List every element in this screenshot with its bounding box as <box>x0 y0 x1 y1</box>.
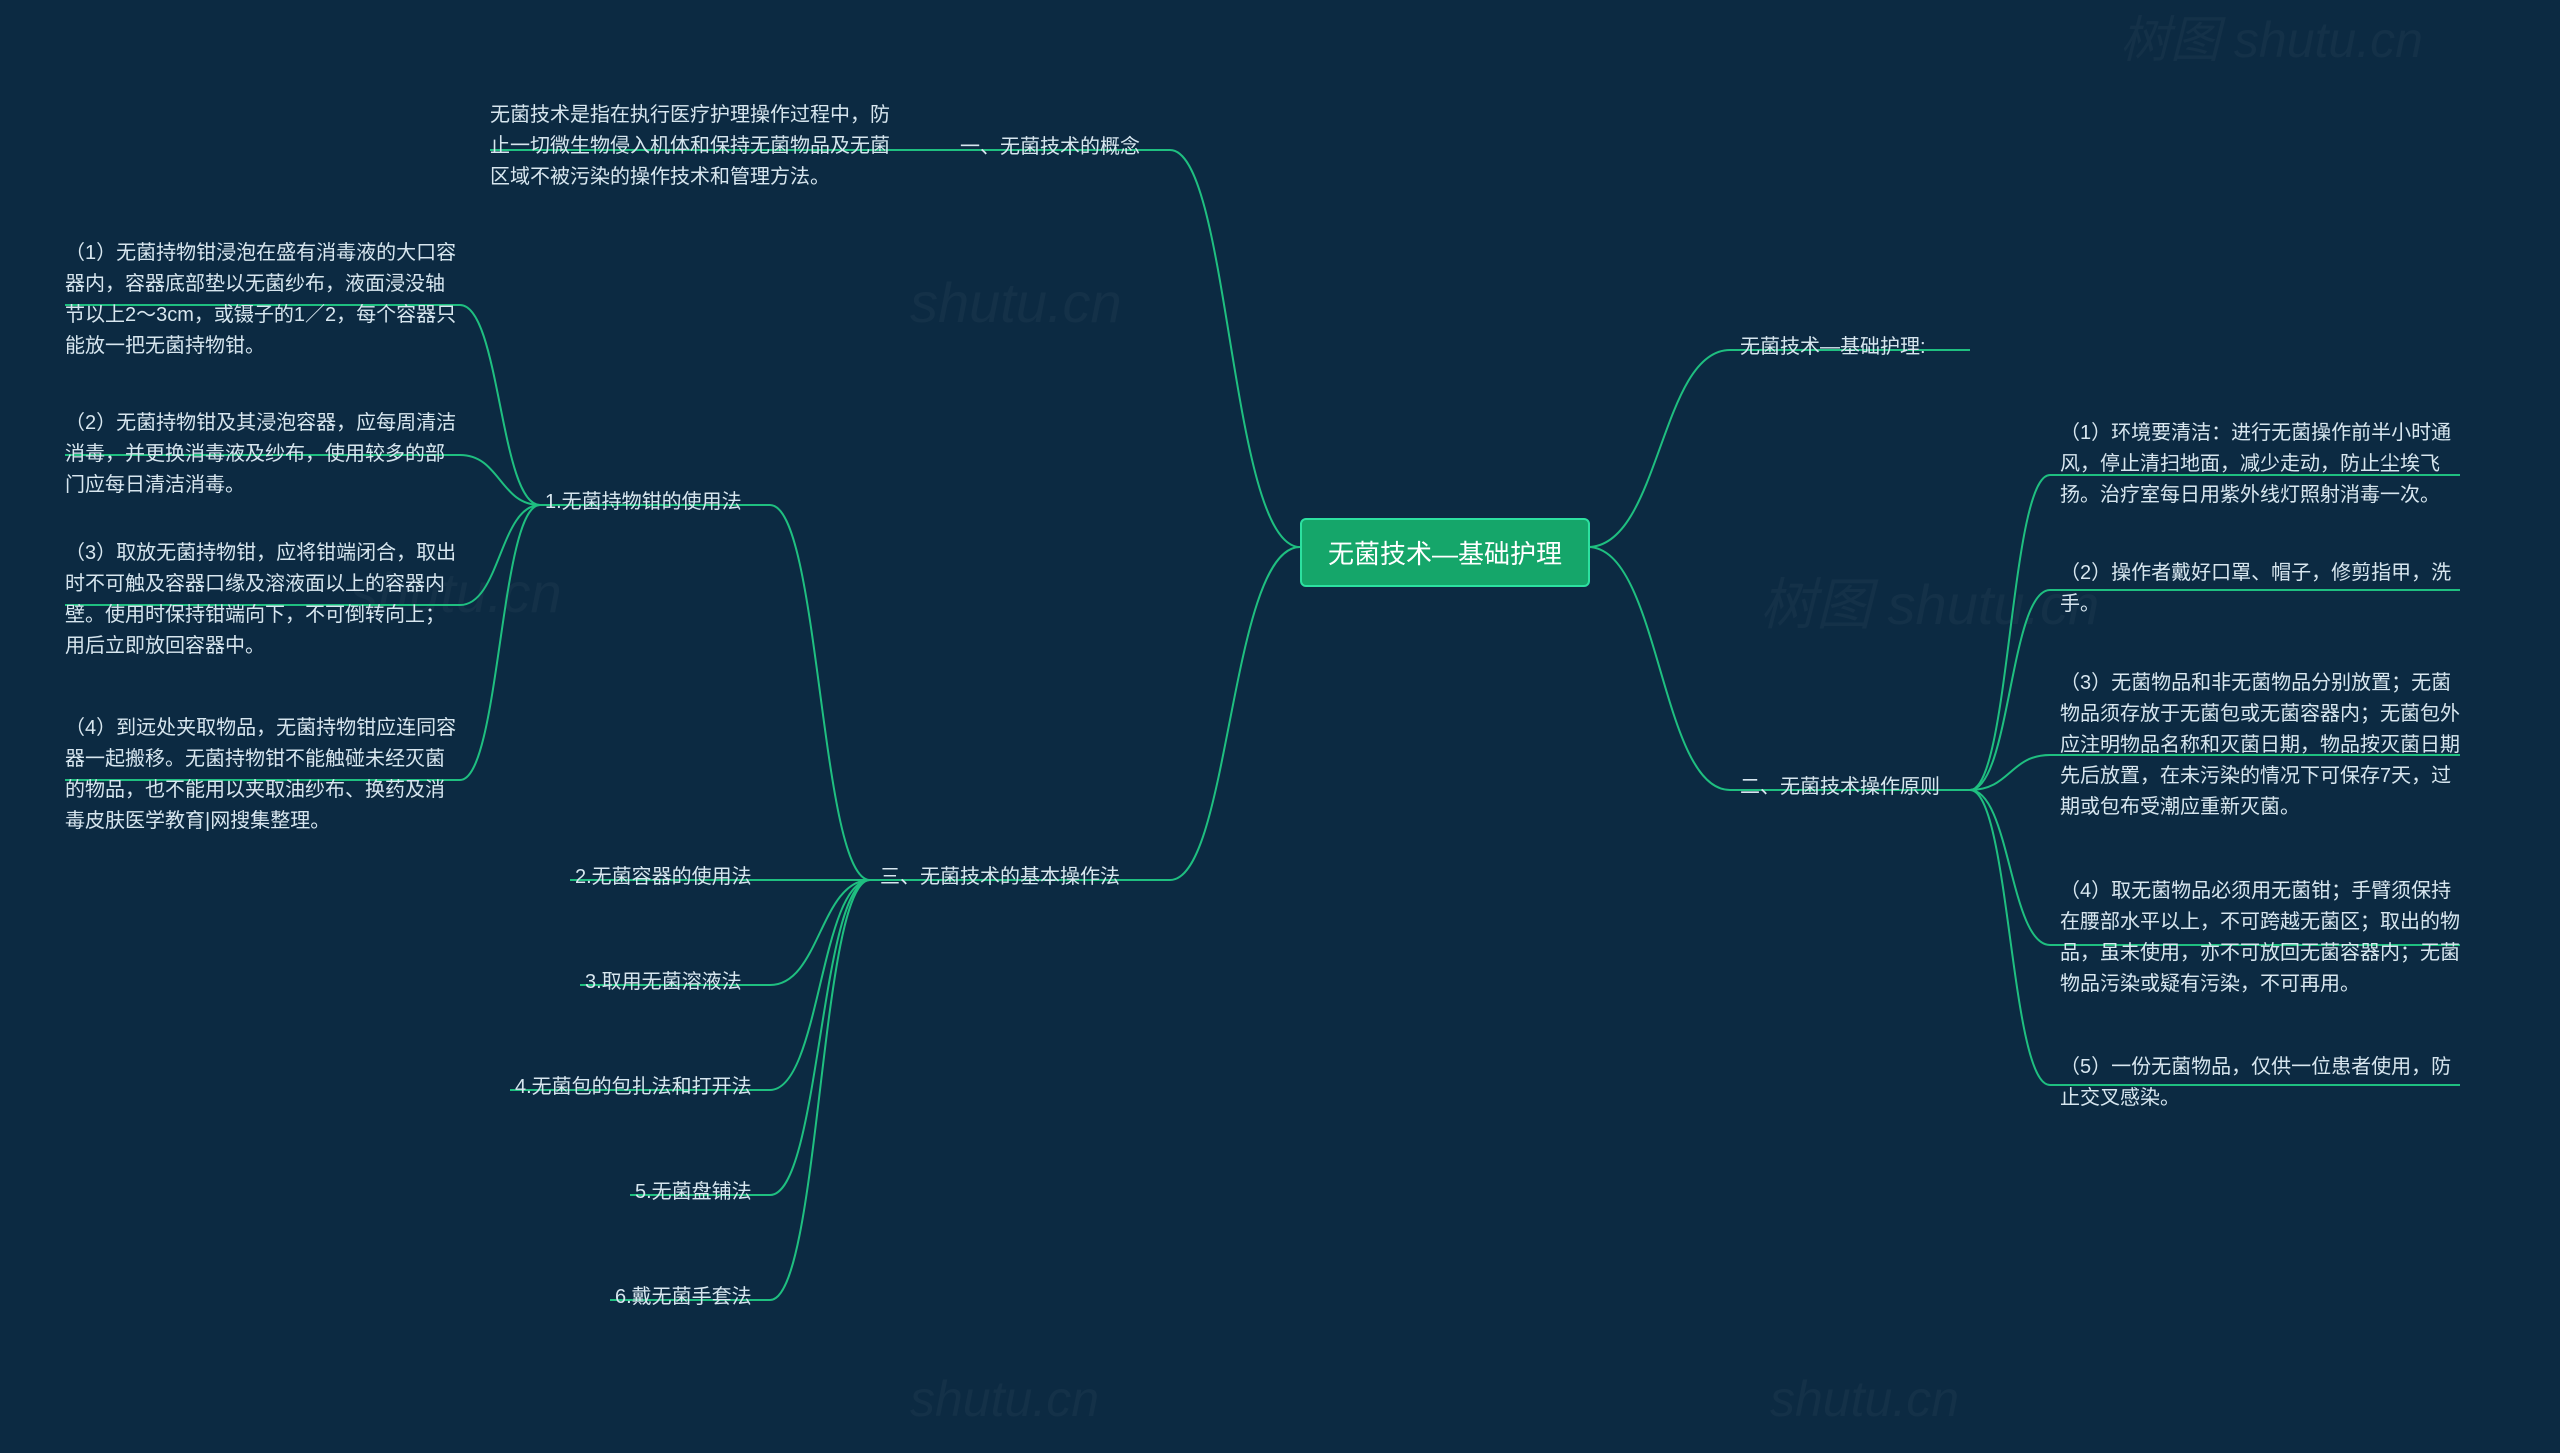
sub-s2[interactable]: 2.无菌容器的使用法 <box>575 862 752 893</box>
leaf-s1-d3: （3）取放无菌持物钳，应将钳端闭合，取出时不可触及容器口缘及溶液面以上的容器内壁… <box>65 538 460 662</box>
watermark: shutu.cn <box>1770 1370 1959 1428</box>
sub-s3[interactable]: 3.取用无菌溶液法 <box>585 967 742 998</box>
watermark: shutu.cn <box>910 1370 1099 1428</box>
leaf-r2-c3: （3）无菌物品和非无菌物品分别放置；无菌物品须存放于无菌包或无菌容器内；无菌包外… <box>2060 668 2465 823</box>
watermark: 树图 shutu.cn <box>2120 0 2423 72</box>
leaf-r2-c1: （1）环境要清洁：进行无菌操作前半小时通风，停止清扫地面，减少走动，防止尘埃飞扬… <box>2060 418 2465 511</box>
leaf-s1-d1: （1）无菌持物钳浸泡在盛有消毒液的大口容器内，容器底部垫以无菌纱布，液面浸没轴节… <box>65 238 460 362</box>
sub-s4[interactable]: 4.无菌包的包扎法和打开法 <box>515 1072 752 1103</box>
branch-left-2[interactable]: 三、无菌技术的基本操作法 <box>880 862 1120 893</box>
branch-right-1[interactable]: 无菌技术—基础护理: <box>1740 332 1926 363</box>
leaf-l1-child: 无菌技术是指在执行医疗护理操作过程中，防止一切微生物侵入机体和保持无菌物品及无菌… <box>490 100 900 193</box>
leaf-s1-d2: （2）无菌持物钳及其浸泡容器，应每周清洁消毒，并更换消毒液及纱布，使用较多的部门… <box>65 408 460 501</box>
sub-s1[interactable]: 1.无菌持物钳的使用法 <box>545 487 742 518</box>
root-node[interactable]: 无菌技术—基础护理 <box>1300 518 1590 587</box>
watermark: 树图 shutu.cn <box>1760 560 2099 641</box>
mindmap-canvas: shutu.cn shutu.cn 树图 shutu.cn shutu.cn s… <box>0 0 2560 1453</box>
watermark: shutu.cn <box>910 270 1122 335</box>
sub-s5[interactable]: 5.无菌盘铺法 <box>635 1177 752 1208</box>
branch-left-1[interactable]: 一、无菌技术的概念 <box>960 132 1140 163</box>
leaf-r2-c5: （5）一份无菌物品，仅供一位患者使用，防止交叉感染。 <box>2060 1052 2465 1114</box>
leaf-s1-d4: （4）到远处夹取物品，无菌持物钳应连同容器一起搬移。无菌持物钳不能触碰未经灭菌的… <box>65 713 460 837</box>
sub-s6[interactable]: 6.戴无菌手套法 <box>615 1282 752 1313</box>
leaf-r2-c2: （2）操作者戴好口罩、帽子，修剪指甲，洗手。 <box>2060 558 2465 620</box>
leaf-r2-c4: （4）取无菌物品必须用无菌钳；手臂须保持在腰部水平以上，不可跨越无菌区；取出的物… <box>2060 876 2465 1000</box>
branch-right-2[interactable]: 二、无菌技术操作原则 <box>1740 772 1940 803</box>
